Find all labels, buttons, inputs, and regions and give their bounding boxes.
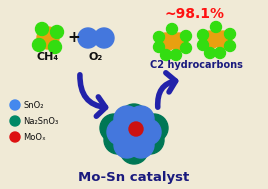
- Circle shape: [10, 116, 20, 126]
- Circle shape: [121, 119, 147, 145]
- Circle shape: [94, 28, 114, 48]
- Circle shape: [166, 23, 177, 35]
- Circle shape: [104, 126, 132, 154]
- Circle shape: [161, 50, 172, 60]
- Circle shape: [100, 114, 128, 142]
- Circle shape: [37, 27, 59, 49]
- Circle shape: [136, 126, 164, 154]
- Circle shape: [114, 132, 140, 158]
- Circle shape: [10, 132, 20, 142]
- Circle shape: [214, 31, 232, 49]
- Circle shape: [50, 26, 64, 39]
- Text: MoOₓ: MoOₓ: [23, 132, 46, 142]
- Circle shape: [210, 22, 221, 33]
- Text: SnO₂: SnO₂: [23, 101, 43, 109]
- Circle shape: [128, 132, 154, 158]
- Circle shape: [35, 22, 49, 36]
- Circle shape: [154, 42, 165, 53]
- Text: O₂: O₂: [89, 52, 103, 62]
- Circle shape: [32, 39, 46, 51]
- Circle shape: [170, 50, 181, 60]
- Text: +: +: [68, 30, 80, 46]
- FancyArrowPatch shape: [158, 73, 176, 107]
- Circle shape: [225, 29, 236, 40]
- Circle shape: [10, 100, 20, 110]
- Circle shape: [198, 40, 209, 50]
- Text: Mo-Sn catalyst: Mo-Sn catalyst: [78, 171, 190, 184]
- Text: C2 hydrocarbons: C2 hydrocarbons: [150, 60, 243, 70]
- Circle shape: [129, 122, 143, 136]
- Circle shape: [128, 106, 154, 132]
- Circle shape: [140, 114, 168, 142]
- Circle shape: [204, 47, 215, 59]
- Circle shape: [135, 119, 161, 145]
- Circle shape: [49, 40, 61, 53]
- Text: CH₄: CH₄: [37, 52, 59, 62]
- Circle shape: [181, 30, 192, 42]
- Circle shape: [78, 28, 98, 48]
- Circle shape: [214, 47, 225, 59]
- FancyArrowPatch shape: [80, 75, 106, 116]
- Circle shape: [120, 136, 148, 164]
- Circle shape: [170, 33, 188, 51]
- Circle shape: [120, 104, 148, 132]
- Circle shape: [225, 40, 236, 51]
- Circle shape: [201, 31, 219, 49]
- Circle shape: [107, 119, 133, 145]
- Circle shape: [114, 106, 140, 132]
- Text: Na₂SnO₃: Na₂SnO₃: [23, 116, 58, 125]
- Text: ~98.1%: ~98.1%: [165, 7, 225, 21]
- Circle shape: [157, 33, 175, 51]
- Circle shape: [181, 43, 192, 53]
- Circle shape: [198, 29, 209, 40]
- Circle shape: [154, 32, 165, 43]
